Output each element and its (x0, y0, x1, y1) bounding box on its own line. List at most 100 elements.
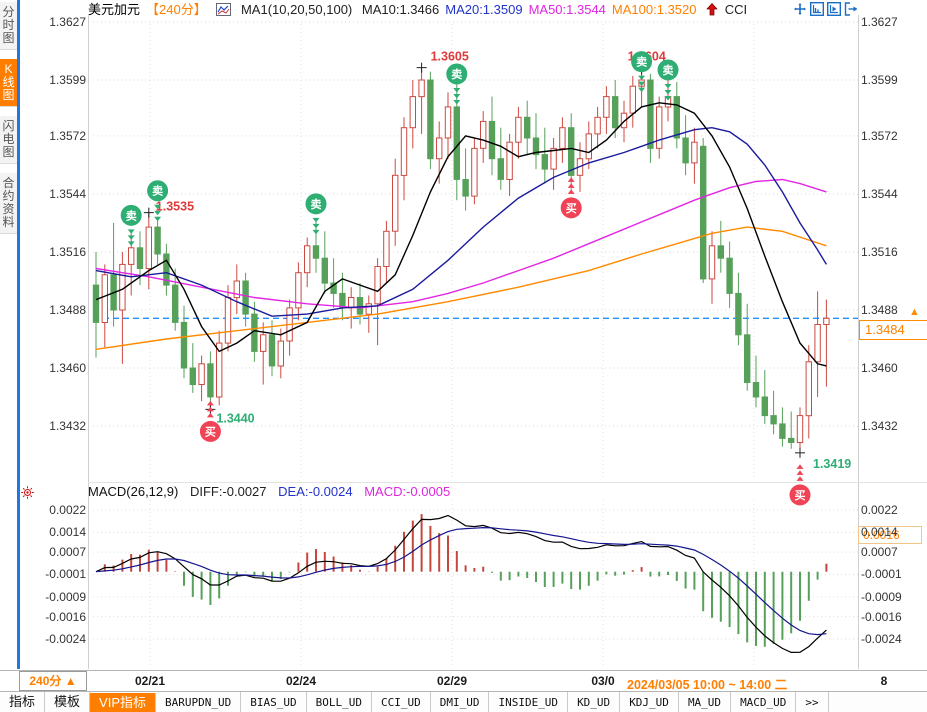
sidebar: 分 时 图 K 线 图闪 电 图合 约 资 料 (0, 0, 20, 669)
cci-indicator-label: CCI (724, 2, 748, 17)
extreme-price-label: 1.3604 (628, 50, 666, 64)
bottom-tab-8[interactable]: DMI_UD (431, 692, 490, 712)
macd-macd-value: MACD:-0.0005 (364, 484, 451, 499)
bottom-tab-12[interactable]: MA_UD (679, 692, 732, 712)
bottom-tab-2[interactable]: 模板 (45, 692, 91, 712)
sidebar-accent-line (17, 0, 20, 669)
axis-cursor-icon[interactable] (826, 1, 842, 17)
ma-line-ma100 (95, 226, 827, 350)
axis-scale-icon[interactable] (809, 1, 825, 17)
sidebar-item-3[interactable]: 闪 电 图 (0, 116, 17, 164)
macd-layer (95, 514, 828, 654)
price-axis-left-label: 1.3432 (49, 419, 86, 433)
macd-axis-left-label: -0.0016 (45, 609, 86, 624)
price-axis-left-label: 1.3599 (49, 73, 86, 87)
bottom-tab-10[interactable]: KD_UD (568, 692, 621, 712)
bottom-tab-4[interactable]: BARUPDN_UD (156, 692, 242, 712)
price-axis-right-label: 1.3488 (861, 302, 898, 317)
macd-axis-right-label: -0.0009 (861, 589, 902, 604)
bottom-tab-14[interactable]: >> (796, 692, 829, 712)
gridlines (88, 15, 927, 669)
bottom-tab-11[interactable]: KDJ_UD (620, 692, 679, 712)
macd-axis-right-label: -0.0024 (861, 631, 902, 646)
indicator-tabs-bar: 指标 模板 VIP指标 BARUPDN_UD BIAS_UD BOLL_UD CCI_UD D… (0, 691, 927, 712)
buy-signal-marker (199, 420, 221, 442)
extreme-labels-layer: 1.3535 1.3440 1.3605 1.3604 1.3419 (143, 50, 851, 471)
price-axis-left-label: 1.3544 (49, 186, 86, 201)
extreme-price-label: 1.3419 (813, 457, 851, 471)
sidebar-item-2[interactable]: K 线 图 (0, 59, 17, 107)
bottom-tab-13[interactable]: MACD_UD (731, 692, 797, 712)
bottom-tab-5[interactable]: BIAS_UD (241, 692, 307, 712)
sell-signal-marker (120, 204, 142, 226)
line-chart-icon[interactable] (216, 2, 232, 22)
price-axis-right-label: 1.3572 (861, 128, 898, 143)
macd-axis-left-label: 0.0022 (49, 503, 86, 517)
macd-title: MACD(26,12,9) (88, 484, 179, 499)
time-axis-bar: 240分 ▲ 2024/03/05 10:00 ~ 14:00 二 02/21 0… (0, 670, 927, 692)
ma-settings-label: MA1(10,20,50,100) (240, 2, 353, 17)
macd-axis-left-label: -0.0024 (45, 631, 86, 646)
candles-layer (92, 67, 830, 453)
macd-axis-right-label: 0.0014 (861, 525, 898, 540)
macd-axis-left-label: -0.0009 (45, 589, 86, 604)
svg-text:卖: 卖 (152, 184, 163, 198)
chart-header: 美元加元 【240分】 MA1(10,20,50,100) MA10:1.3466… (88, 0, 753, 20)
period-label: 【240分】 (146, 2, 207, 17)
ma-lines-layer (95, 102, 827, 367)
crosshair-date-tooltip: 2024/03/05 10:00 ~ 14:00 二 (627, 678, 788, 692)
bottom-tab-7[interactable]: CCI_UD (372, 692, 431, 712)
sell-signal-marker (657, 59, 679, 81)
time-axis-label-2: 02/24 (285, 674, 317, 688)
extreme-price-label: 1.3535 (156, 200, 194, 214)
buy-signal-marker (560, 197, 582, 219)
macd-diff-line (95, 514, 827, 654)
macd-axis-right-label: 0.0007 (861, 545, 898, 560)
price-axis-right-label: 1.3460 (861, 360, 898, 375)
move-crosshair-icon[interactable] (793, 2, 807, 16)
ma-value-1: MA10:1.3466 (361, 2, 440, 17)
time-axis-label-1: 02/21 (134, 674, 166, 688)
ma-value-3: MA50:1.3544 (528, 2, 606, 17)
ma-value-2: MA20:1.3509 (445, 2, 523, 17)
svg-text:卖: 卖 (311, 197, 322, 211)
price-axis-left-label: 1.3627 (49, 15, 86, 29)
svg-text:卖: 卖 (636, 55, 647, 69)
period-selector[interactable]: 240分 ▲ (19, 671, 87, 691)
buy-signal-marker (789, 484, 811, 506)
sidebar-item-4[interactable]: 合 约 资 料 (0, 173, 17, 234)
bottom-tab-6[interactable]: BOLL_UD (307, 692, 372, 712)
macd-diff-value: DIFF:-0.0027 (189, 484, 267, 499)
sell-signal-marker (147, 180, 169, 202)
macd-header: MACD(26,12,9) DIFF:-0.0027 DEA:-0.0024 M… (88, 484, 458, 500)
sidebar-item-1[interactable]: 分 时 图 (0, 2, 17, 50)
macd-axis-right-label: -0.0016 (861, 609, 902, 624)
ma-values: MA10:1.3466 MA20:1.3509 MA50:1.3544 MA100:1… (362, 2, 703, 17)
macd-current-value: 0.0016 (863, 528, 900, 542)
up-arrow-icon (706, 2, 722, 17)
extreme-price-label: 1.3605 (431, 50, 469, 64)
bottom-tab-1[interactable]: 指标 (0, 692, 46, 712)
macd-settings-icon[interactable] (21, 486, 34, 502)
exit-right-icon[interactable] (844, 2, 858, 16)
ma-value-4: MA100:1.3520 (611, 2, 697, 17)
svg-text:卖: 卖 (663, 63, 674, 77)
price-axis-right-label: 1.3599 (861, 73, 898, 87)
bottom-tab-3[interactable]: VIP指标 (90, 693, 156, 712)
macd-dea-line (95, 526, 827, 636)
bottom-tab-9[interactable]: INSIDE_UD (489, 692, 569, 712)
svg-text:买: 买 (795, 489, 806, 502)
macd-dea-value: DEA:-0.0024 (278, 484, 353, 499)
svg-text:买: 买 (566, 202, 577, 215)
svg-text:买: 买 (205, 425, 216, 438)
symbol-title: 美元加元 (88, 2, 141, 17)
price-axis-left-label: 1.3460 (49, 360, 86, 375)
svg-text:卖: 卖 (126, 208, 137, 222)
macd-axis-left-label: 0.0007 (49, 545, 86, 560)
sell-signal-marker (631, 51, 653, 73)
time-axis-label-5: 8 (880, 674, 888, 688)
price-axis-right-label: 1.3432 (861, 419, 898, 433)
macd-axis-right-label: -0.0001 (861, 567, 902, 582)
